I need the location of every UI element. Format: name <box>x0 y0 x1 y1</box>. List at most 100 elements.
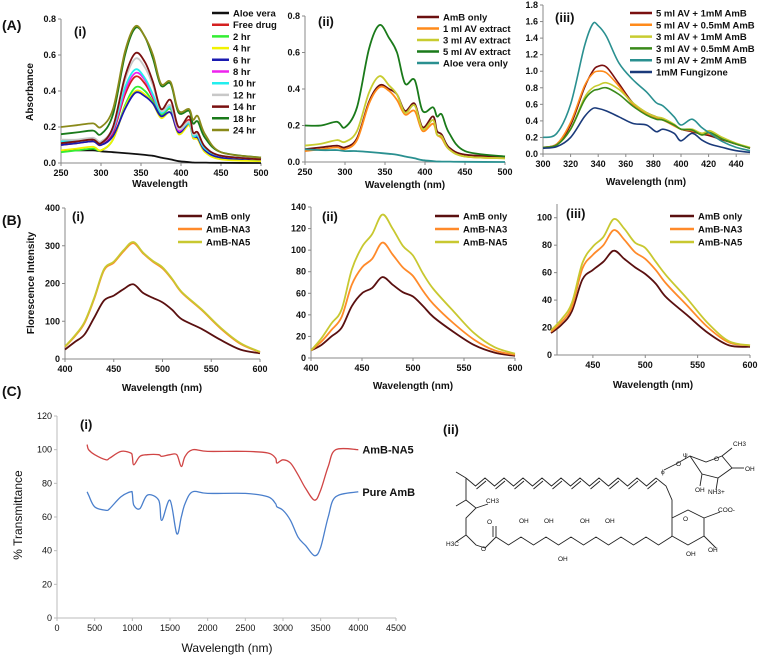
structure-atom-label: O <box>676 461 681 468</box>
y-tick-label: 0.2 <box>525 132 538 142</box>
y-tick-label: 1.6 <box>525 17 538 27</box>
structure-atom-label: NH3+ <box>708 489 725 496</box>
subpanel-label: (iii) <box>566 206 586 221</box>
legend-label: Aloe vera <box>233 9 276 20</box>
bond <box>655 477 673 518</box>
x-tick-label: 300 <box>93 168 108 178</box>
bond <box>475 503 489 509</box>
bond <box>514 480 525 490</box>
bond <box>703 535 717 549</box>
bond <box>703 511 721 519</box>
x-tick-label: 4500 <box>386 623 406 633</box>
y-tick-label: 40 <box>42 546 52 556</box>
y-tick-label: 0.6 <box>525 99 538 109</box>
chart-a-ii: 250 300 350 400 450 500 0.0 0.2 0.4 0.6 0.8 (ii) Wav… <box>287 11 512 191</box>
legend-label: AmB-NA3 <box>698 225 742 236</box>
y-tick-label: 1.2 <box>525 50 538 60</box>
bond <box>590 480 601 490</box>
y-tick-label: 0 <box>547 350 552 360</box>
y-tick-label: 0.8 <box>525 83 538 93</box>
series-end-label: Pure AmB <box>362 487 415 499</box>
structure-atom-label: OH <box>686 551 696 558</box>
legend-label: 5 ml AV + 2mM AmB <box>656 56 747 67</box>
y-tick-label: 0.4 <box>43 86 56 96</box>
x-axis-title: Wavelength (nm) <box>373 381 453 392</box>
legend-label: Free drug <box>233 20 277 31</box>
structure-atom-label: OH <box>519 518 529 525</box>
bond <box>495 536 672 546</box>
x-tick-label: 500 <box>87 623 102 633</box>
bond <box>699 473 703 487</box>
y-tick-label: 40 <box>542 295 552 305</box>
legend-label: 14 hr <box>233 102 256 113</box>
structure-atom-label: H3C <box>446 541 459 548</box>
chart-a-i: 250 300 350 400 450 500 0.0 0.2 0.4 0.6 0.8 (i) Wave… <box>25 9 277 191</box>
x-tick-label: 400 <box>673 159 688 169</box>
legend-label: 6 hr <box>233 55 251 66</box>
y-tick-label: 60 <box>296 288 306 298</box>
y-tick-label: 0.0 <box>287 157 300 167</box>
y-tick-label: 0.0 <box>43 158 56 168</box>
legend-label: 5 ml AV extract <box>443 47 511 58</box>
bond <box>476 480 487 490</box>
legend-label: 18 hr <box>233 114 256 125</box>
structure-panel-label: (ii) <box>443 422 459 437</box>
x-tick-label: 2000 <box>198 623 218 633</box>
legend-label: 4 hr <box>233 44 251 55</box>
x-tick-label: 360 <box>618 159 633 169</box>
y-tick-label: 0 <box>55 354 60 364</box>
y-axis-title: Florescence Intensity <box>26 231 37 334</box>
structure-atom-label: OH <box>708 547 718 554</box>
bond <box>465 478 486 549</box>
x-axis-title: Wavelength <box>132 179 188 190</box>
x-tick-label: 3000 <box>273 623 293 633</box>
y-axis-title: % Transmittance <box>11 470 25 560</box>
structure-atom-label: O <box>714 456 719 463</box>
x-tick-label: 550 <box>690 360 705 370</box>
subpanel-label: (i) <box>74 24 86 39</box>
series-end-label: AmB-NA5 <box>362 445 413 457</box>
structure-atom-label: O <box>683 516 688 523</box>
bond <box>609 480 620 490</box>
amb-chemical-structure: (ii) OH OH OH OH OH OH OH OH OH CH3 CH3 H3C COO- NH3+… <box>443 422 755 563</box>
y-tick-label: 100 <box>537 213 552 223</box>
legend-label: AmB only <box>443 13 488 24</box>
y-tick-label: 120 <box>37 411 52 421</box>
x-tick-label: 440 <box>729 159 744 169</box>
y-tick-label: 0.2 <box>43 122 56 132</box>
legend-label: 12 hr <box>233 90 256 101</box>
subpanel-label: (iii) <box>555 10 575 25</box>
subpanel-label: (i) <box>80 417 92 432</box>
bond <box>715 477 719 491</box>
x-tick-label: 2500 <box>235 623 255 633</box>
y-tick-label: 0.2 <box>287 121 300 131</box>
x-tick-label: 340 <box>591 159 606 169</box>
x-tick-label: 1500 <box>160 623 180 633</box>
x-tick-label: 500 <box>155 364 170 374</box>
subpanel-label: (ii) <box>322 209 338 224</box>
x-tick-label: 300 <box>535 159 550 169</box>
legend-label: 5 ml AV + 0.5mM AmB <box>656 20 755 31</box>
legend-label: 24 hr <box>233 126 256 137</box>
x-axis-title: Wavelength (nm) <box>122 383 202 394</box>
y-tick-label: 1.0 <box>525 66 538 76</box>
x-axis-title: Wavelength (nm) <box>182 641 273 655</box>
legend-label: AmB-NA5 <box>698 238 743 249</box>
series-line-amb-only <box>64 283 261 355</box>
bond <box>455 534 467 543</box>
y-tick-label: 0.0 <box>525 149 538 159</box>
x-tick-label: 420 <box>701 159 716 169</box>
structure-atom-label: O <box>487 519 492 526</box>
chart-c-i: 0 500 1000 1500 2000 2500 3000 3500 4000 4500 0 20 4… <box>11 411 415 655</box>
y-axis-title: Absorbance <box>25 63 36 121</box>
series-line-amb-na3 <box>550 229 751 347</box>
x-tick-label: 450 <box>106 364 121 374</box>
x-tick-label: 4000 <box>348 623 368 633</box>
legend-label: 3 ml AV + 0.5mM AmB <box>656 44 755 55</box>
legend-label: AmB-NA5 <box>206 238 251 249</box>
x-tick-label: 500 <box>497 167 512 177</box>
bond <box>670 535 673 538</box>
legend-label: 2 hr <box>233 32 251 43</box>
x-axis-title: Wavelength (nm) <box>613 380 693 391</box>
legend-label: AmB-NA3 <box>206 225 250 236</box>
